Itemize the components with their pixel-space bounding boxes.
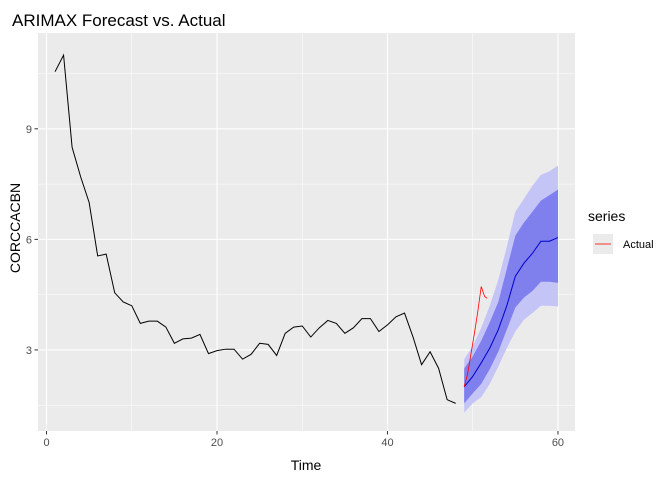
- y-axis-label: CORCCACBN: [7, 183, 23, 273]
- history-line: [54, 53, 456, 404]
- forecast-mean-line: [463, 237, 559, 388]
- x-tick-label: 20: [211, 437, 223, 449]
- legend-label: Actual: [623, 239, 654, 251]
- confidence-band-80: [464, 189, 558, 404]
- legend: series Actual: [588, 208, 654, 254]
- chart-title: ARIMAX Forecast vs. Actual: [12, 11, 226, 30]
- x-tick-label: 40: [381, 437, 393, 449]
- y-tick-label: 9: [26, 124, 32, 136]
- series-line-actual: [463, 286, 488, 387]
- y-tick-label: 3: [26, 345, 32, 357]
- y-axis-ticks: 3 6 9: [26, 124, 38, 357]
- series-lines: [463, 286, 488, 387]
- x-axis-ticks: 0 20 40 60: [43, 431, 564, 449]
- x-tick-label: 0: [43, 437, 49, 449]
- x-tick-label: 60: [552, 437, 564, 449]
- grid-minor: [38, 33, 575, 431]
- legend-entries: Actual: [593, 234, 654, 254]
- y-tick-label: 6: [26, 234, 32, 246]
- x-axis-label: Time: [291, 457, 322, 473]
- legend-title: series: [588, 208, 625, 224]
